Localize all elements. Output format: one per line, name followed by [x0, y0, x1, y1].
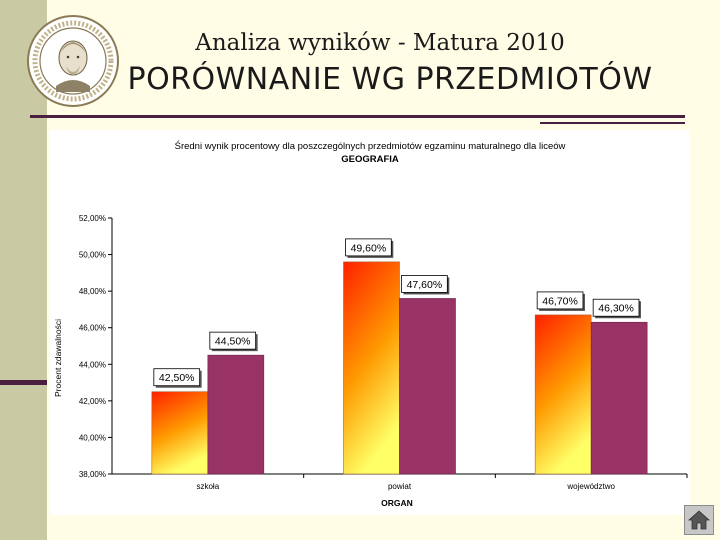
- home-icon: [687, 510, 711, 530]
- data-label: 46,30%: [598, 303, 634, 315]
- data-label: 46,70%: [542, 295, 578, 307]
- bar: [151, 391, 209, 475]
- y-tick-label: 52,00%: [79, 214, 106, 223]
- bar: [207, 354, 265, 475]
- chart-title: Średni wynik procentowy dla poszczególny…: [175, 140, 566, 152]
- school-seal-logo: [26, 14, 120, 108]
- data-label-box: [209, 331, 257, 350]
- data-label: 42,50%: [159, 372, 195, 384]
- data-label: 47,60%: [407, 279, 443, 291]
- chart-subtitle: GEOGRAFIA: [341, 154, 399, 165]
- data-label-box: [153, 368, 201, 387]
- data-label-box: [401, 275, 448, 293]
- data-label: 49,60%: [351, 242, 387, 254]
- title-divider: [30, 115, 685, 118]
- data-label: 44,50%: [215, 336, 251, 348]
- title-divider-short: [540, 122, 685, 124]
- bar: [534, 314, 592, 475]
- bar: [590, 321, 648, 475]
- data-label-box: [345, 238, 392, 257]
- home-button[interactable]: [684, 505, 714, 535]
- y-tick-label: 46,00%: [79, 324, 106, 333]
- data-label-box: [536, 291, 584, 310]
- x-tick-label: szkoła: [196, 482, 219, 491]
- bar: [399, 298, 456, 475]
- y-axis-label: Procent zdawalności: [53, 319, 63, 397]
- bar-chart: Średni wynik procentowy dla poszczególny…: [50, 130, 690, 515]
- slide-title: Analiza wyników - Matura 2010: [195, 30, 565, 56]
- data-label-box: [592, 298, 640, 317]
- y-tick-label: 40,00%: [79, 433, 106, 442]
- bar: [343, 261, 400, 475]
- slide-subtitle: PORÓWNANIE WG PRZEDMIOTÓW: [127, 62, 653, 97]
- left-accent-bar: [0, 380, 47, 385]
- x-axis-label: ORGAN: [381, 498, 413, 508]
- y-tick-label: 42,00%: [79, 397, 106, 406]
- y-tick-label: 44,00%: [79, 360, 106, 369]
- x-tick-label: województwo: [566, 482, 615, 491]
- y-tick-label: 48,00%: [79, 287, 106, 296]
- y-tick-label: 38,00%: [79, 470, 106, 479]
- x-tick-label: powiat: [388, 482, 412, 491]
- y-tick-label: 50,00%: [79, 251, 106, 260]
